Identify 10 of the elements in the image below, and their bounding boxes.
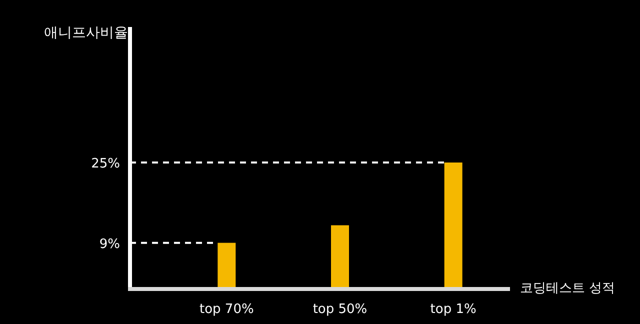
x-tick-label: top 50%: [312, 302, 368, 317]
y-tick-label: 9%: [99, 236, 120, 252]
x-tick-label: top 1%: [430, 302, 476, 317]
bar: [444, 162, 462, 288]
bar: [218, 242, 236, 288]
bar: [331, 225, 349, 288]
x-axis-title: 코딩테스트 성적: [520, 281, 616, 296]
y-tick-label: 25%: [91, 156, 120, 172]
y-axis-title: 애니프사비율: [44, 25, 128, 41]
x-tick-label: top 70%: [199, 302, 254, 317]
